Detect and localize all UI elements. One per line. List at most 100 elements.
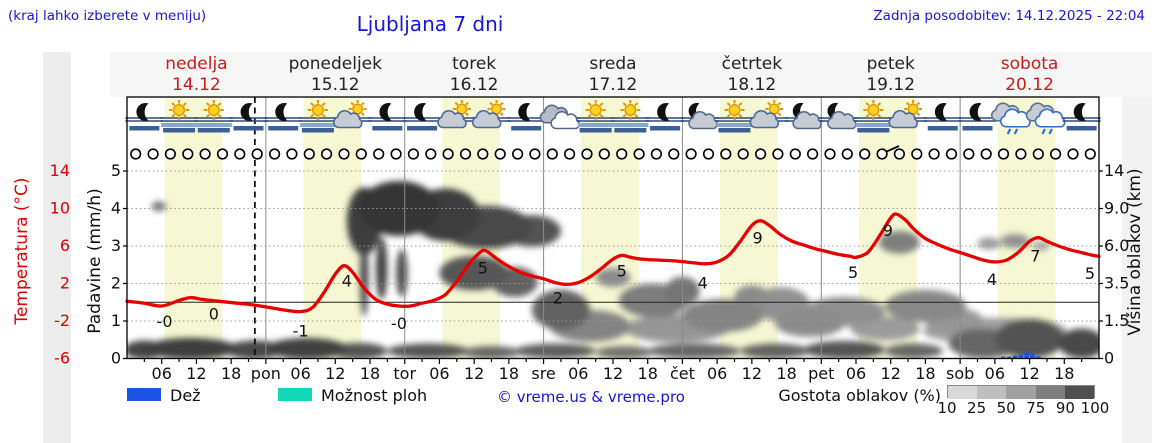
copyright-link[interactable]: © vreme.us & vreme.pro (497, 388, 685, 406)
density-segment (1064, 386, 1094, 399)
cloud-tick-label: 0 (1104, 349, 1114, 368)
rain-icon (990, 102, 1031, 135)
cloud-tick-label: 3.5 (1104, 274, 1129, 293)
density-tick-label: 10 (937, 399, 957, 417)
day-name: ponedeljek (288, 54, 382, 74)
cloud-tick-label: 9.0 (1104, 199, 1129, 218)
x-tick-label: 06 (290, 364, 310, 383)
sun-cloud-icon (437, 100, 476, 129)
showers-legend-swatch (278, 388, 312, 401)
svg-text:5: 5 (617, 261, 627, 280)
svg-text:7: 7 (1030, 246, 1040, 265)
wind-symbol-row (130, 145, 1096, 160)
sun-cloud-icon (888, 100, 928, 129)
density-segment (1006, 386, 1036, 399)
showers-legend-label: Možnost ploh (321, 386, 428, 405)
x-tick-label: 18 (1054, 364, 1074, 383)
x-tick-label: 18 (360, 364, 380, 383)
rain-legend-swatch (127, 388, 161, 401)
svg-text:-0: -0 (157, 312, 173, 331)
moon-fog-icon (125, 103, 164, 131)
page-title: Ljubljana 7 dni (356, 12, 504, 36)
svg-text:9: 9 (883, 221, 893, 240)
x-tick-label: pet (808, 364, 834, 383)
cloud-density-field (127, 181, 1099, 359)
x-tick-label: 12 (881, 364, 901, 383)
density-tick-label: 50 (996, 399, 1016, 417)
sun-fog-icon (611, 100, 650, 133)
x-tick-label: 06 (568, 364, 588, 383)
sun-fog-icon (298, 100, 337, 133)
moon-cloud-icon (784, 102, 823, 130)
cloud-tick-label: 1.5 (1104, 311, 1129, 330)
moon-fog-icon (229, 103, 268, 131)
svg-text:4: 4 (342, 272, 352, 291)
day-name: petek (866, 54, 915, 74)
moon-fog-icon (403, 103, 442, 131)
x-tick-label: 06 (985, 364, 1005, 383)
x-tick-label: sob (946, 364, 974, 383)
precip-tick-label: 1 (111, 311, 121, 330)
density-segment (948, 386, 978, 399)
temperature-line (125, 212, 1101, 314)
temp-tick-label: 10 (50, 199, 70, 218)
svg-text:0: 0 (209, 304, 219, 323)
svg-text:4: 4 (987, 270, 997, 289)
menu-hint-note: (kraj lahko izberete v meniju) (8, 8, 207, 24)
temp-tick-label: 6 (60, 236, 70, 255)
density-tick-label: 90 (1055, 399, 1075, 417)
x-tick-label: 12 (464, 364, 484, 383)
day-date: 14.12 (172, 75, 221, 95)
sun-cloud-icon (749, 100, 789, 129)
precip-tick-label: 0 (111, 349, 121, 368)
x-tick-label: 18 (776, 364, 796, 383)
day-date: 17.12 (588, 75, 638, 95)
moon-fog-icon (1062, 103, 1101, 131)
rain-bars (1001, 352, 1041, 359)
day-date: 15.12 (310, 75, 360, 95)
temp-tick-label: 14 (50, 161, 70, 180)
svg-text:5: 5 (848, 263, 858, 282)
moon-fog-icon (368, 103, 407, 131)
temp-tick-label: -2 (54, 311, 70, 330)
day-name: sreda (589, 54, 637, 74)
rain-icon (1025, 102, 1066, 135)
svg-text:2: 2 (553, 289, 563, 308)
x-tick-label: 18 (915, 364, 935, 383)
sun-cloud-icon (333, 100, 372, 129)
x-tick-label: 06 (707, 364, 727, 383)
weather-icon-row (125, 100, 1101, 135)
day-date: 18.12 (727, 75, 777, 95)
sun-fog-icon (194, 100, 233, 133)
sun-fog-icon (715, 100, 754, 133)
svg-text:5: 5 (478, 259, 488, 278)
cloud-density-legend-label: Gostota oblakov (%) (778, 386, 941, 405)
sun-cloud-icon (471, 100, 511, 129)
x-tick-label: 12 (742, 364, 762, 383)
temp-tick-label: -6 (54, 349, 70, 368)
density-tick-label: 25 (967, 399, 987, 417)
day-name: četrtek (721, 54, 783, 74)
day-date: 16.12 (449, 75, 499, 95)
day-date: 20.12 (1005, 75, 1054, 95)
density-tick-label: 75 (1026, 399, 1046, 417)
cloudy-icon (539, 104, 580, 130)
svg-text:5: 5 (1085, 264, 1095, 283)
moon-cloud-icon (819, 102, 858, 130)
precip-tick-label: 4 (111, 199, 121, 218)
x-tick-label: 12 (325, 364, 345, 383)
x-tick-label: 12 (1019, 364, 1039, 383)
temp-tick-label: 2 (60, 274, 70, 293)
x-tick-label: sre (531, 364, 555, 383)
precip-tick-label: 3 (111, 236, 121, 255)
moon-fog-icon (646, 103, 685, 131)
day-name: sobota (1000, 54, 1059, 74)
sun-fog-icon (576, 100, 615, 133)
left-axis-strip (43, 52, 71, 443)
x-tick-label: tor (393, 364, 416, 383)
day-header-strip (110, 52, 1152, 97)
x-tick-label: čet (670, 364, 695, 383)
